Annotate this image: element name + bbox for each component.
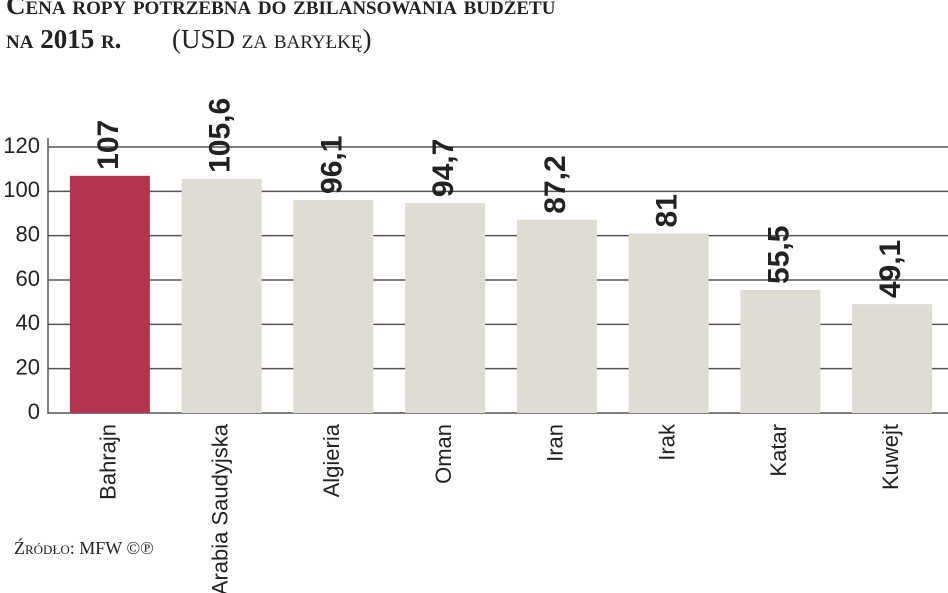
x-tick-label: Iran [543, 424, 568, 462]
value-label: 81 [651, 194, 684, 227]
bar [181, 178, 262, 413]
y-tick-label: 40 [16, 310, 40, 335]
x-tick-label: Bahrajn [96, 424, 121, 500]
value-label: 107 [92, 120, 125, 170]
y-tick-label: 120 [3, 133, 40, 158]
bar [628, 233, 709, 413]
chart-title: Cena ropy potrzebna do zbilansowania bud… [6, 0, 556, 20]
y-tick-label: 80 [16, 221, 40, 246]
value-label: 96,1 [315, 136, 348, 194]
source: Źródło: MFW ©℗ [14, 537, 154, 558]
bar [293, 199, 374, 413]
x-tick-label: Oman [431, 424, 456, 484]
value-label: 49,1 [874, 240, 907, 298]
bar [405, 203, 486, 413]
value-label: 105,6 [204, 98, 237, 173]
y-tick-label: 0 [28, 399, 40, 424]
x-tick-label: Algieria [319, 423, 344, 497]
chart-subtitle: (USD za baryłkę) [172, 24, 372, 54]
bar [516, 219, 597, 413]
bar [852, 304, 933, 413]
value-label: 87,2 [539, 155, 572, 213]
y-tick-label: 100 [3, 177, 40, 202]
bar [69, 175, 150, 413]
x-tick-label: Irak [654, 423, 679, 461]
value-label: 94,7 [427, 139, 460, 197]
x-tick-label: Katar [766, 424, 791, 477]
bar [740, 289, 821, 413]
x-tick-label: Kuwejt [878, 424, 903, 490]
chart-title: na 2015 r. [6, 24, 121, 54]
value-label: 55,5 [762, 226, 795, 284]
y-tick-label: 60 [16, 266, 40, 291]
x-tick-label: Arabia Saudyjska [207, 423, 232, 593]
y-tick-label: 20 [16, 354, 40, 379]
